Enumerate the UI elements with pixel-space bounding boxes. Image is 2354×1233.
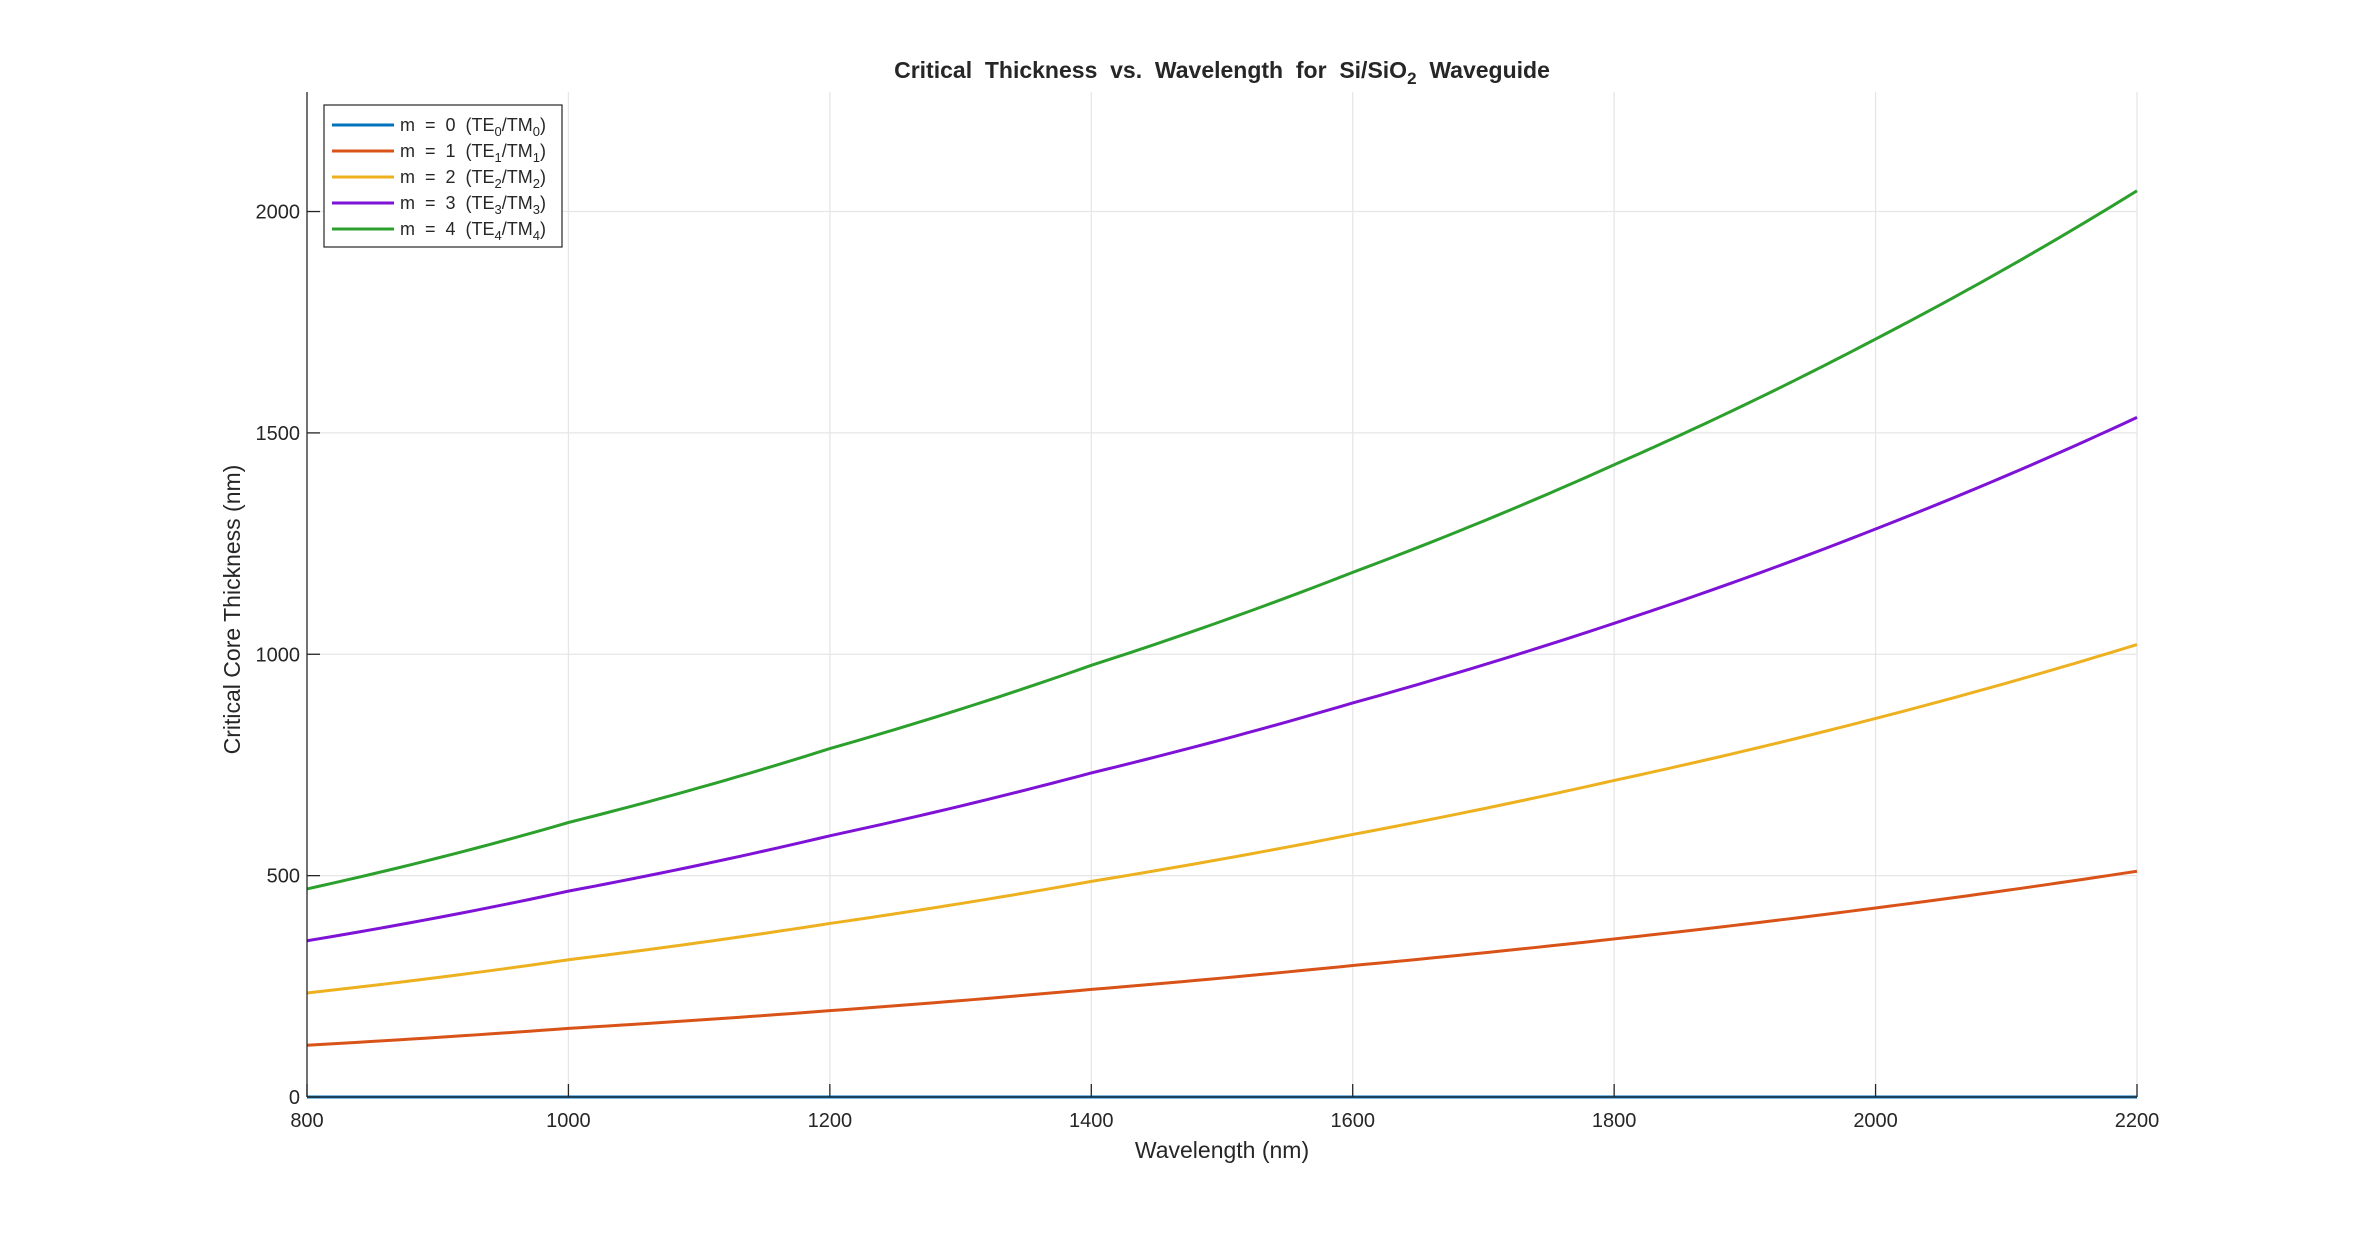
x-tick-label: 1400 (1069, 1110, 1114, 1132)
legend-label-m3: m = 3 (TE3/TM3) (400, 193, 546, 217)
y-axis-title: Critical Core Thickness (nm) (219, 465, 245, 755)
legend-label-m4: m = 4 (TE4/TM4) (400, 219, 546, 243)
series-line-m2 (306, 643, 2138, 995)
y-tick-label: 1000 (256, 644, 301, 666)
series-line-m3 (306, 416, 2138, 943)
x-tick-label: 2000 (1853, 1110, 1898, 1132)
legend-label-m2: m = 2 (TE2/TM2) (400, 167, 546, 191)
y-tick-label: 1500 (256, 423, 301, 445)
x-axis-title: Wavelength (nm) (1135, 1137, 1309, 1163)
x-tick-label: 1600 (1330, 1110, 1375, 1132)
x-tick-label: 800 (290, 1110, 323, 1132)
tick-labels: 800 1000 1200 1400 1600 1800 2000 2200 0 500 1000 1… (256, 202, 2160, 1132)
y-tick-label: 2000 (256, 202, 301, 224)
x-tick-label: 1000 (546, 1110, 591, 1132)
legend-label-m1: m = 1 (TE1/TM1) (400, 141, 546, 165)
legend-label-m0: m = 0 (TE0/TM0) (400, 115, 546, 139)
grid (307, 92, 2138, 1097)
x-tick-label: 1200 (808, 1110, 853, 1132)
chart-title: Critical Thickness vs. Wavelength for Si… (894, 57, 1550, 88)
legend: m = 0 (TE0/TM0)m = 1 (TE1/TM1)m = 2 (TE2… (323, 104, 563, 248)
axes (306, 92, 2138, 1098)
y-tick-label: 0 (289, 1087, 300, 1109)
y-tick-label: 500 (267, 866, 300, 888)
series-line-m1 (306, 869, 2138, 1047)
series-line-m4 (306, 189, 2138, 891)
x-tick-label: 1800 (1592, 1110, 1637, 1132)
x-tick-label: 2200 (2115, 1110, 2160, 1132)
